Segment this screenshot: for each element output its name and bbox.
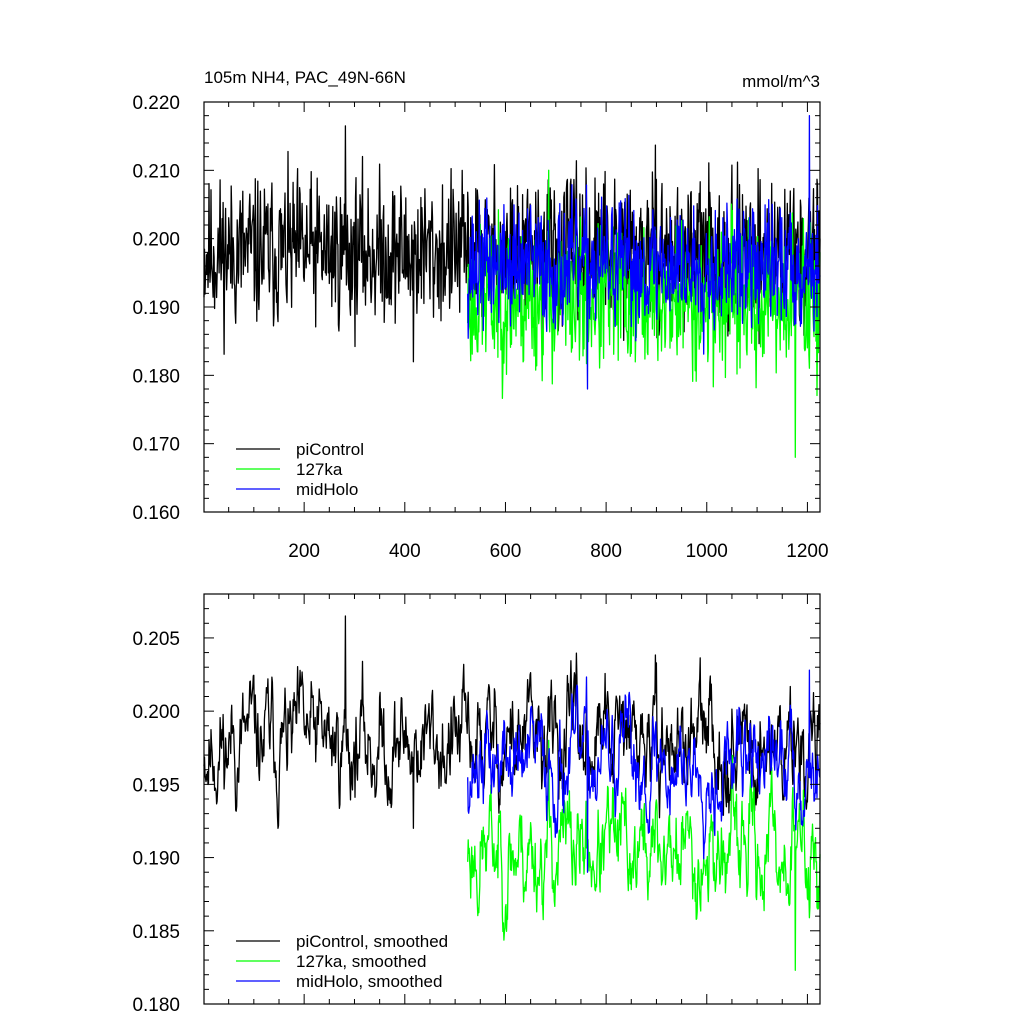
bottom-panel: 0.180 0.185 0.190 0.195 0.200 0.205 piControl… xyxy=(132,593,821,1016)
x-tick-label: 1200 xyxy=(786,541,828,562)
bottom-legend: piControl, smoothed 127ka, smoothed midH… xyxy=(236,932,448,991)
legend-label-midholo: midHolo xyxy=(296,480,358,499)
y-tick-label: 0.170 xyxy=(132,435,180,456)
units-label: mmol/m^3 xyxy=(742,72,820,91)
y-tick-label: 0.190 xyxy=(132,298,180,319)
x-tick-label: 600 xyxy=(490,541,522,562)
top-legend: piControl 127ka midHolo xyxy=(236,440,364,499)
y-tick-label: 0.160 xyxy=(132,503,180,524)
y-tick-label: 0.205 xyxy=(132,629,180,650)
series-line-picontrol-smoothed xyxy=(203,615,821,829)
x-tick-label: 400 xyxy=(389,541,421,562)
y-tick-label: 0.200 xyxy=(132,702,180,723)
x-tick-label: 200 xyxy=(288,541,320,562)
y-tick-label: 0.180 xyxy=(132,366,180,387)
series-line-midholo xyxy=(467,115,821,390)
y-tick-label: 0.180 xyxy=(132,995,180,1016)
legend-label-127ka-smoothed: 127ka, smoothed xyxy=(296,952,426,971)
y-tick-label: 0.195 xyxy=(132,775,180,796)
legend-label-picontrol: piControl xyxy=(296,440,364,459)
y-tick-label: 0.200 xyxy=(132,230,180,251)
x-tick-label: 1000 xyxy=(686,541,728,562)
chart-title: 105m NH4, PAC_49N-66N xyxy=(204,68,406,87)
y-tick-label: 0.220 xyxy=(132,93,180,114)
legend-label-picontrol-smoothed: piControl, smoothed xyxy=(296,932,448,951)
series-line-midholo-smoothed xyxy=(467,669,821,873)
y-tick-label: 0.210 xyxy=(132,161,180,182)
top-panel: 105m NH4, PAC_49N-66N mmol/m^3 0.160 0.17… xyxy=(132,68,828,562)
y-tick-label: 0.190 xyxy=(132,849,180,870)
legend-label-127ka: 127ka xyxy=(296,460,343,479)
x-tick-label: 800 xyxy=(590,541,622,562)
series-line-127ka-smoothed xyxy=(467,739,821,971)
legend-label-midholo-smoothed: midHolo, smoothed xyxy=(296,972,442,991)
y-tick-label: 0.185 xyxy=(132,922,180,943)
series-line-127ka xyxy=(467,169,821,458)
